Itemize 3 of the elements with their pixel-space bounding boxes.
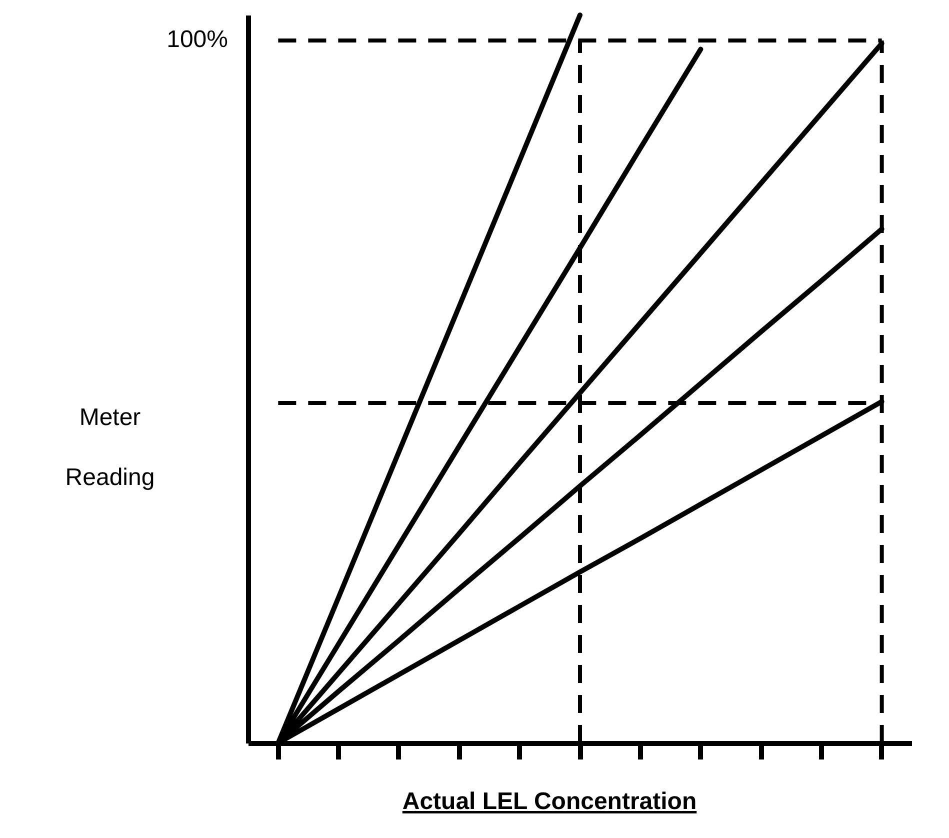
x-axis-title: Actual LEL Concentration xyxy=(402,788,697,815)
text: 100% xyxy=(166,26,228,53)
text: Meter Reading xyxy=(65,404,155,491)
